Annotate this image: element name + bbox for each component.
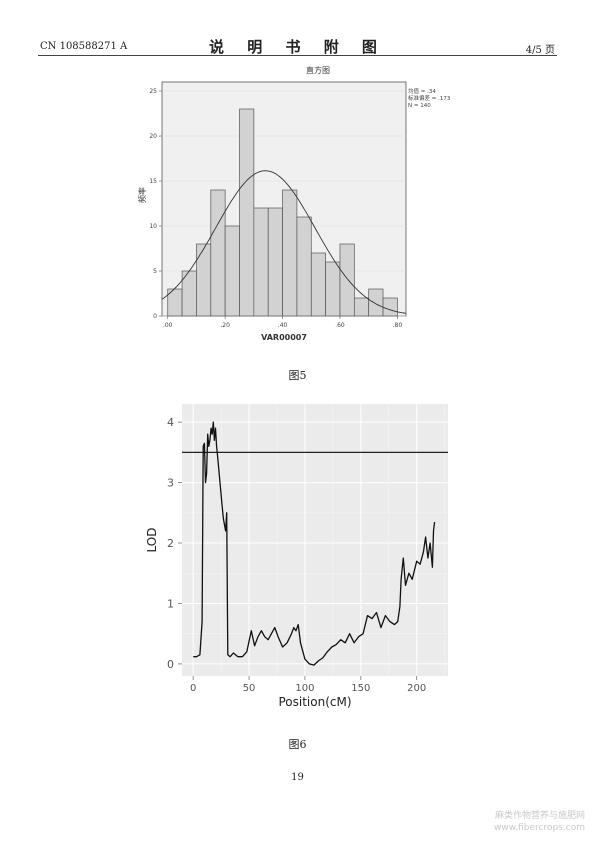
fig5-bar: [224, 225, 240, 317]
watermark-line1: 麻类作物营养与施肥网: [494, 811, 585, 821]
fig5-x-ticks: .00 .20 .40 .60 .80: [163, 316, 402, 329]
fig5-xlabel: VAR00007: [261, 333, 307, 342]
figure6-caption: 图6: [288, 738, 307, 751]
fig5-bar: [296, 216, 312, 317]
fig5-ylabel: 频率: [137, 187, 147, 203]
fig5-title: 直方图: [306, 65, 330, 75]
fig5-ytick-label: 10: [149, 223, 157, 230]
fig5-bar: [210, 189, 226, 317]
fig5-bar: [253, 207, 269, 317]
fig5-normal-curve: [161, 170, 407, 314]
fig5-bar: [339, 243, 355, 317]
fig6-xtick-label: 200: [407, 683, 426, 694]
fig6-xlabel: Position(cM): [278, 695, 351, 709]
fig6-ytick-label: 2: [167, 537, 174, 550]
fig5-bar: [382, 297, 398, 317]
fig6-ytick-label: 0: [167, 658, 174, 671]
fig6-ytick-label: 1: [167, 597, 174, 610]
patent-number: CN 108588271 A: [40, 41, 128, 52]
watermark-line2: www.fibercrops.com: [494, 823, 585, 833]
fig6-y-ticks: 0 1 2 3 4: [167, 416, 182, 671]
figure5-histogram: 直方图 0 5 10 15 20 25 .00 .20 .40 .60 .80 频率 VAR000…: [137, 65, 451, 342]
fig5-xtick-label: .00: [163, 322, 173, 329]
fig6-xtick-label: 50: [243, 683, 256, 694]
fig6-xtick-label: 150: [351, 683, 370, 694]
header-rule: [38, 55, 557, 56]
fig6-lod-curve: [193, 421, 436, 666]
fig6-ytick-label: 3: [167, 477, 174, 490]
fig5-xtick-label: .20: [220, 322, 230, 329]
fig5-bar: [368, 288, 384, 317]
fig5-stat-mean: 均值 = .34: [408, 87, 436, 95]
fig5-xtick-label: .80: [393, 322, 403, 329]
fig5-bars: [167, 108, 398, 317]
page-number: 19: [291, 772, 304, 783]
fig5-stat-sd: 标准偏差 = .173: [408, 94, 451, 102]
fig5-bar: [325, 261, 341, 317]
fig5-bar: [310, 252, 326, 317]
fig5-stat-n: N = 140: [408, 103, 431, 109]
fig6-xtick-label: 0: [190, 683, 196, 694]
fig5-bar: [196, 243, 212, 317]
fig5-stats-legend: 均值 = .34 标准偏差 = .173 N = 140: [408, 87, 451, 109]
fig5-bar: [353, 297, 370, 317]
fig5-bar: [267, 207, 283, 317]
fig5-ytick-label: 20: [149, 133, 157, 140]
fig5-xtick-label: .40: [278, 322, 288, 329]
fig5-ytick-label: 0: [153, 313, 157, 320]
page-title: 说 明 书 附 图: [209, 38, 386, 56]
fig5-ytick-label: 25: [149, 88, 157, 95]
fig5-ytick-label: 5: [153, 268, 157, 275]
fig6-ytick-label: 4: [167, 416, 174, 429]
fig5-y-ticks: 0 5 10 15 20 25: [149, 88, 162, 320]
page-count: 4/5 页: [525, 45, 555, 56]
fig6-ylabel: LOD: [145, 528, 159, 553]
watermark: 麻类作物营养与施肥网 www.fibercrops.com: [494, 810, 585, 834]
fig5-bar: [282, 189, 298, 317]
fig6-xtick-label: 100: [295, 683, 314, 694]
fig5-xtick-label: .60: [335, 322, 345, 329]
figure6-lod-plot: 0 1 2 3 4 0 50 100 150 200 LOD Position(cM): [145, 404, 448, 709]
fig5-ytick-label: 15: [149, 178, 157, 185]
fig5-bar: [239, 108, 255, 317]
page-header: CN 108588271 A 说 明 书 附 图 4/5 页: [0, 36, 595, 58]
fig6-gridlines: [182, 404, 448, 676]
fig6-plot-area: [182, 404, 448, 676]
figure5-caption: 图5: [288, 369, 307, 382]
fig6-x-ticks: 0 50 100 150 200: [190, 676, 426, 694]
